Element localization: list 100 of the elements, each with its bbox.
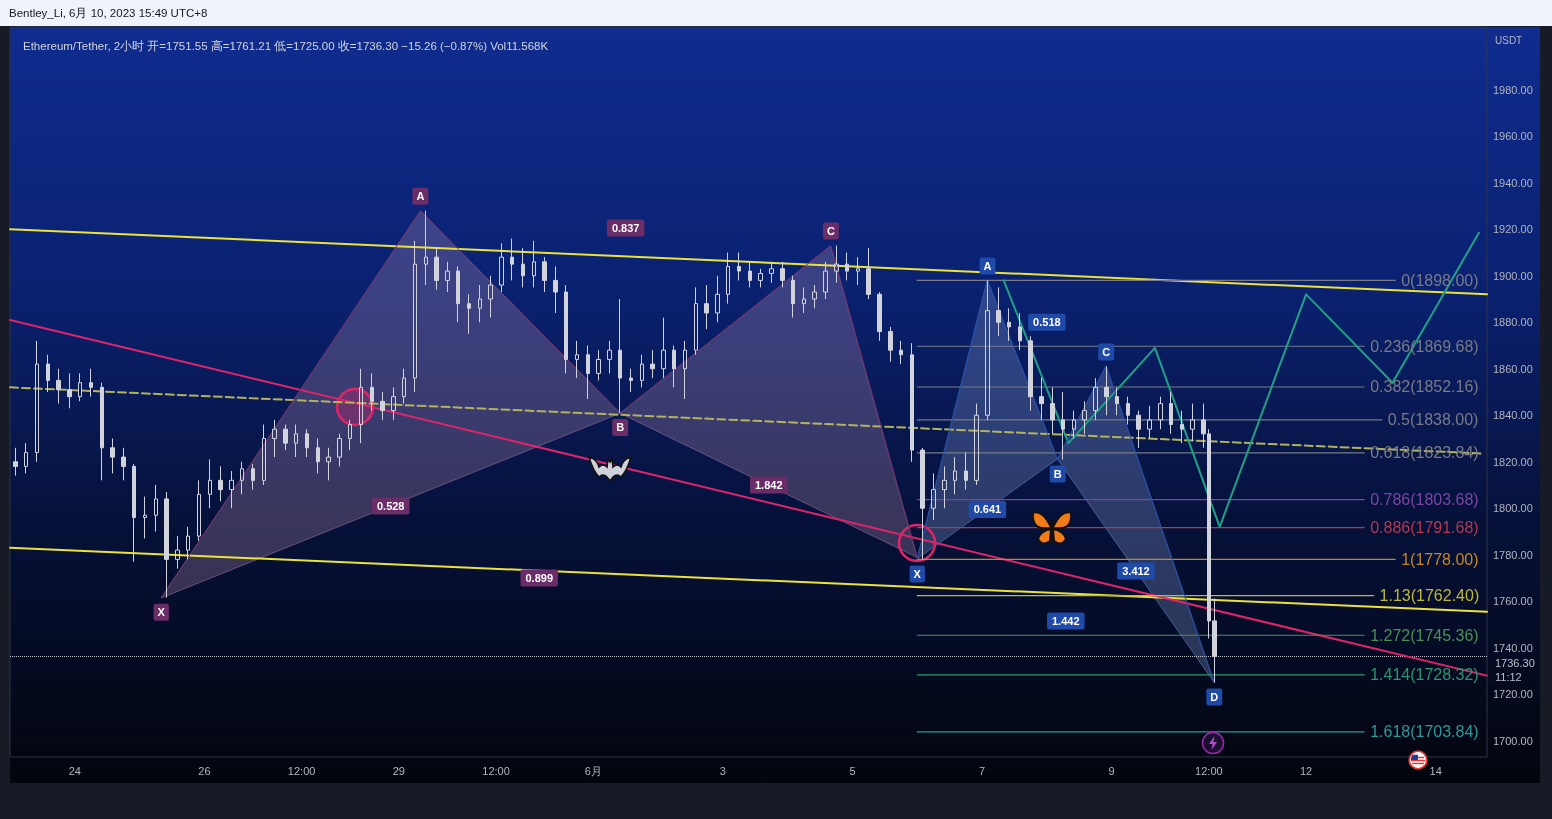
candlestick xyxy=(1028,335,1033,412)
candlestick xyxy=(132,463,136,563)
y-tick-label: 1900.00 xyxy=(1493,269,1533,282)
candlestick xyxy=(542,256,547,293)
y-tick-label: 1880.00 xyxy=(1493,316,1533,329)
candlestick xyxy=(272,419,277,458)
series-label: 1.272(1745.36) xyxy=(1370,626,1479,644)
candlestick xyxy=(877,291,882,342)
x-tick-label: 12:00 xyxy=(287,764,316,777)
candlestick xyxy=(683,340,687,400)
candlestick xyxy=(283,424,288,451)
annotation: 0.518 xyxy=(1033,316,1061,329)
candlestick xyxy=(791,275,795,319)
candlestick xyxy=(553,265,558,314)
y-tick-label: 1800.00 xyxy=(1493,502,1533,515)
series-label: 0.786(1803.68) xyxy=(1370,491,1479,509)
series-label: 1.618(1703.84) xyxy=(1370,723,1479,741)
candlestick xyxy=(834,245,839,284)
candlestick xyxy=(402,368,406,405)
candlestick xyxy=(262,424,266,486)
candlestick xyxy=(672,345,676,388)
candlestick xyxy=(359,368,363,444)
candlestick xyxy=(1018,312,1022,351)
candlestick xyxy=(456,265,460,323)
x-tick-label: 5 xyxy=(849,764,856,777)
candlestick xyxy=(294,424,298,458)
y-tick-label: 1840.00 xyxy=(1493,409,1533,422)
x-tick-label: 12 xyxy=(1299,764,1313,777)
series-label: 1(1778.00) xyxy=(1401,550,1479,568)
candlestick xyxy=(56,368,61,405)
candlestick xyxy=(812,284,817,309)
x-tick-label: 7 xyxy=(979,764,986,777)
candlestick xyxy=(823,261,828,300)
candlestick xyxy=(974,403,979,486)
candlestick xyxy=(953,456,957,495)
candlestick xyxy=(964,451,968,491)
x-tick-label: 12:00 xyxy=(1195,764,1223,777)
candlestick xyxy=(780,261,785,288)
text: Bentley_Li, 6月 10, 2023 15:49 UTC+8 xyxy=(9,6,208,21)
candlestick xyxy=(640,354,644,388)
y-tick-label: 1960.00 xyxy=(1493,130,1533,143)
annotation: 0.837 xyxy=(611,222,640,235)
data-label: X xyxy=(913,567,922,580)
candlestick xyxy=(305,428,309,458)
candlestick xyxy=(1072,410,1076,439)
candlestick xyxy=(910,342,914,463)
candlestick xyxy=(996,286,1001,337)
x-tick-label: 9 xyxy=(1108,764,1115,777)
x-tick-label: 26 xyxy=(198,764,211,777)
candlestick xyxy=(445,261,450,293)
y-tick-label: 1720.00 xyxy=(1493,688,1533,701)
y-tick-label: 1980.00 xyxy=(1493,83,1533,96)
candlestick xyxy=(1093,377,1098,421)
series-label: 0.382(1852.16) xyxy=(1370,378,1479,396)
y-tick-label: 1820.00 xyxy=(1493,455,1533,468)
candlestick xyxy=(251,463,255,491)
y-tick-label: 1700.00 xyxy=(1493,734,1533,747)
candlestick xyxy=(240,461,244,495)
y-tick-label: 1920.00 xyxy=(1493,223,1533,236)
candlestick xyxy=(856,256,860,286)
candlestick xyxy=(121,447,126,481)
candlestick xyxy=(769,261,774,284)
candlestick xyxy=(1039,377,1044,421)
candlestick xyxy=(1061,391,1065,460)
candlestick xyxy=(370,372,374,412)
candlestick xyxy=(1190,403,1195,442)
data-label: C xyxy=(1102,345,1111,358)
series-label: 1.414(1728.32) xyxy=(1370,666,1479,684)
candlestick xyxy=(78,372,82,402)
candlestick xyxy=(629,368,633,393)
candlestick xyxy=(1136,410,1141,449)
candlestick xyxy=(89,368,93,398)
candlestick xyxy=(942,465,947,509)
x-tick-label: 29 xyxy=(392,764,405,777)
candlestick xyxy=(650,349,655,379)
candlestick xyxy=(186,526,190,560)
y-tick-label: 1940.00 xyxy=(1493,176,1533,189)
candlestick xyxy=(380,391,385,421)
candlestick xyxy=(143,496,147,539)
candlestick xyxy=(1126,396,1130,426)
data-label: X xyxy=(157,606,166,619)
candlestick xyxy=(715,275,720,323)
candlestick xyxy=(694,286,698,356)
candlestick xyxy=(1158,396,1163,430)
x-tick-label: 6月 xyxy=(584,764,602,777)
candlestick xyxy=(888,326,893,363)
candlestick xyxy=(661,317,666,379)
ref-line-label: 1736.30 11:12 xyxy=(1495,657,1535,684)
y-axis-title: USDT xyxy=(1495,34,1523,46)
candlestick xyxy=(607,340,612,374)
candlestick xyxy=(845,252,849,281)
candlestick xyxy=(467,293,471,335)
candlestick xyxy=(575,340,579,379)
candlestick xyxy=(532,240,536,288)
candlestick xyxy=(67,372,72,409)
x-tick-label: 3 xyxy=(719,764,726,777)
candlestick xyxy=(748,261,752,288)
candlestick xyxy=(499,242,504,293)
candlestick xyxy=(229,470,234,509)
data-label: A xyxy=(416,190,425,203)
